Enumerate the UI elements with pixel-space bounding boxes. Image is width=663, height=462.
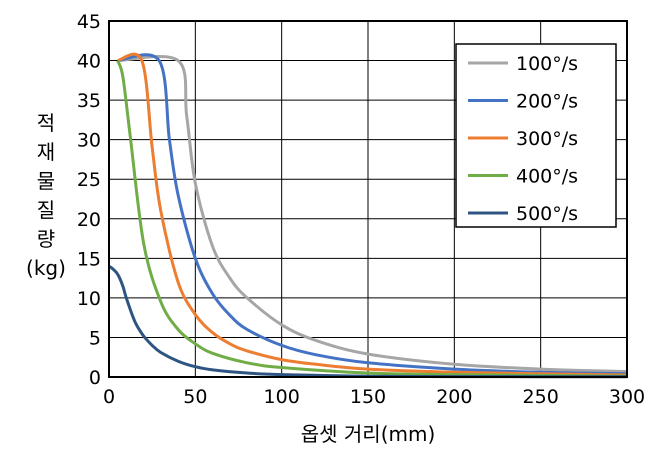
x-tick-label: 250 [523,386,559,408]
series-line [116,60,628,378]
x-tick-label: 50 [183,386,207,408]
series-line [117,54,628,373]
plot-area-border [108,20,628,378]
x-axis-title: 옵셋 거리(mm) [301,422,436,446]
legend-label: 100°/s [516,53,578,75]
x-tick-label: 0 [103,386,115,408]
series-line [117,53,628,376]
y-axis-title-char: 물 [37,169,55,193]
legend-label: 200°/s [516,91,578,113]
y-axis-title-char: 적 [37,111,55,135]
y-tick-label: 0 [89,367,101,389]
y-tick-label: 25 [77,169,101,191]
legend-label: 500°/s [516,203,578,225]
y-tick-label: 15 [77,248,101,270]
legend-label: 300°/s [516,128,578,150]
legend-box [455,43,617,228]
y-axis-title-char: 질 [37,198,55,222]
legend-label: 400°/s [516,166,578,188]
series-lines [108,52,628,379]
x-tick-label: 200 [436,386,472,408]
y-axis-title-char: 재 [37,140,55,164]
x-tick-label: 100 [264,386,300,408]
y-tick-label: 30 [77,130,101,152]
y-axis-tick-labels: 0 5 10 15 20 25 30 35 40 45 [77,11,101,389]
y-tick-label: 40 [77,51,101,73]
y-tick-label: 20 [77,209,101,231]
y-axis-title-char: 량 [37,227,55,251]
y-tick-label: 35 [77,90,101,112]
y-tick-label: 5 [89,327,101,349]
x-tick-label: 300 [609,386,645,408]
y-tick-label: 45 [77,11,101,33]
x-axis-tick-labels: 0 50 100 150 200 250 300 [103,386,645,408]
y-axis-title-char: (kg) [26,256,66,280]
y-tick-label: 10 [77,288,101,310]
legend: 100°/s 200°/s 300°/s 400°/s 500°/s [455,43,617,228]
x-tick-label: 150 [350,386,386,408]
series-line [117,52,628,377]
